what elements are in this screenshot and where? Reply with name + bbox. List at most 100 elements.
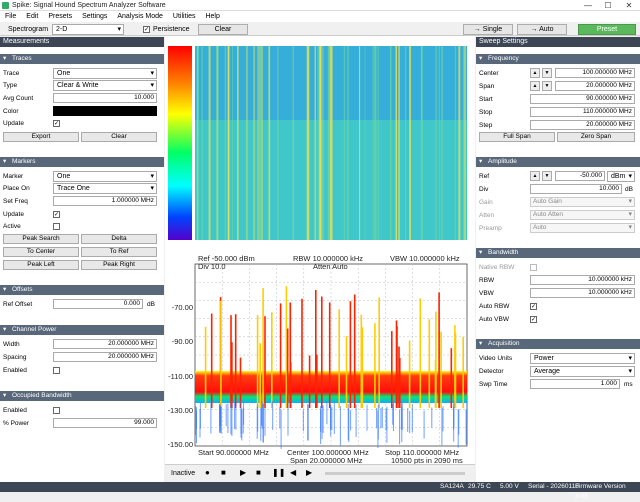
center-down-button[interactable]: ▼ — [542, 68, 552, 78]
center-up-button[interactable]: ▲ — [530, 68, 540, 78]
frequency-header[interactable]: Frequency — [476, 54, 640, 64]
traces-header[interactable]: Traces — [0, 54, 164, 64]
stop-icon[interactable]: ■ — [221, 468, 226, 477]
atten-label-right: Atten — [479, 212, 495, 219]
zero-span-button[interactable]: Zero Span — [557, 132, 635, 142]
menu-utilities[interactable]: Utilities — [172, 13, 196, 20]
div-input[interactable]: 10.000 — [530, 184, 622, 194]
ref-down-button[interactable]: ▼ — [542, 171, 552, 181]
channel-enabled-checkbox[interactable] — [53, 367, 60, 374]
native-rbw-checkbox[interactable] — [530, 264, 537, 271]
markers-header[interactable]: Markers — [0, 157, 164, 167]
ref-offset-input[interactable]: 0.000 — [53, 299, 143, 309]
menu-analysis-mode[interactable]: Analysis Mode — [117, 13, 163, 20]
auto-vbw-checkbox[interactable]: ✓ — [530, 316, 537, 323]
menu-presets[interactable]: Presets — [48, 13, 73, 20]
video-units-select[interactable]: Power — [530, 353, 635, 364]
menu-settings[interactable]: Settings — [82, 13, 108, 20]
preset-button[interactable]: Preset — [578, 24, 636, 35]
ref-up-button[interactable]: ▲ — [530, 171, 540, 181]
step-forward-icon[interactable]: ▶ — [306, 468, 313, 477]
center-input[interactable]: 100.000000 MHz — [555, 68, 635, 78]
y-tick: -70.00 — [171, 303, 193, 312]
clear-persistence-button[interactable]: Clear — [198, 24, 248, 35]
span-up-button[interactable]: ▲ — [530, 81, 540, 91]
marker-select[interactable]: One — [53, 171, 157, 182]
to-ref-button[interactable]: To Ref — [81, 247, 157, 257]
width-input[interactable]: 20.000000 MHz — [53, 339, 157, 349]
ref-unit-select[interactable]: dBm — [607, 171, 635, 182]
channel-power-header[interactable]: Channel Power — [0, 325, 164, 335]
export-button[interactable]: Export — [3, 132, 79, 142]
set-freq-label: Set Freq — [3, 198, 28, 205]
status-bar: SA124A 29.75 C 5.00 V Serial - 20260118 … — [0, 482, 640, 500]
peak-right-button[interactable]: Peak Right — [81, 260, 157, 270]
step-input[interactable]: 20.000000 MHz — [530, 120, 635, 130]
spectrum-trace[interactable] — [195, 286, 468, 449]
obw-enabled-checkbox[interactable] — [53, 407, 60, 414]
auto-vbw-label: Auto VBW — [479, 316, 509, 323]
minimize-button[interactable]: — — [584, 1, 592, 10]
bandwidth-header[interactable]: Bandwidth — [476, 248, 640, 258]
marker-active-checkbox[interactable] — [53, 223, 60, 230]
vbw-input[interactable]: 10.000000 kHz — [530, 288, 635, 298]
offsets-header[interactable]: Offsets — [0, 285, 164, 295]
place-on-select[interactable]: Trace One — [53, 183, 157, 194]
acquisition-header[interactable]: Acquisition — [476, 339, 640, 349]
gain-select[interactable]: Auto Gain — [530, 197, 635, 207]
auto-sweep-button[interactable]: → Auto — [517, 24, 567, 35]
pause-icon[interactable]: ❚❚ — [272, 468, 286, 477]
start-label: Start — [479, 96, 493, 103]
ref-input[interactable]: -50.000 — [555, 171, 605, 181]
peak-left-button[interactable]: Peak Left — [3, 260, 79, 270]
spectrogram[interactable] — [195, 46, 467, 240]
menu-file[interactable]: File — [5, 13, 17, 20]
detector-label: Detector — [479, 368, 504, 375]
peak-search-button[interactable]: Peak Search — [3, 234, 79, 244]
app-icon — [2, 1, 9, 9]
type-select[interactable]: Clear & Write — [53, 80, 157, 91]
span-input[interactable]: 20.000000 MHz — [555, 81, 635, 91]
single-sweep-button[interactable]: → Single — [463, 24, 513, 35]
sweep-time-input[interactable]: 1.000 — [530, 379, 620, 389]
rbw-input[interactable]: 10.000000 kHz — [530, 275, 635, 285]
set-freq-input[interactable]: 1.000000 MHz — [53, 196, 157, 206]
menu-help[interactable]: Help — [205, 13, 220, 20]
playback-slider[interactable] — [325, 472, 465, 475]
stop-input[interactable]: 110.000000 MHz — [530, 107, 635, 117]
percent-power-input[interactable]: 99.000 — [53, 418, 157, 428]
trace-select[interactable]: One — [53, 68, 157, 79]
maximize-button[interactable]: ☐ — [604, 1, 612, 10]
trace-update-checkbox[interactable]: ✓ — [53, 120, 60, 127]
atten-select[interactable]: Auto Atten — [530, 210, 635, 220]
y-tick: -90.00 — [171, 337, 193, 346]
auto-rbw-checkbox[interactable]: ✓ — [530, 303, 537, 310]
preamp-select[interactable]: Auto — [530, 223, 635, 233]
menu-edit[interactable]: Edit — [26, 13, 39, 20]
detector-select[interactable]: Average — [530, 366, 635, 377]
step-back-icon[interactable]: ◀ — [290, 468, 297, 477]
trace-color-swatch[interactable] — [53, 106, 157, 116]
device-temp: 29.75 C — [468, 483, 491, 490]
amplitude-header[interactable]: Amplitude — [476, 157, 640, 167]
start-input[interactable]: 90.000000 MHz — [530, 94, 635, 104]
center-freq-label: Center 100.000000 MHz — [287, 448, 369, 457]
trace-clear-button[interactable]: Clear — [81, 132, 157, 142]
avg-count-input[interactable]: 10.000 — [53, 93, 157, 103]
close-button[interactable]: ✕ — [625, 1, 633, 10]
spacing-input[interactable]: 20.000000 MHz — [53, 352, 157, 362]
marker-update-checkbox[interactable]: ✓ — [53, 211, 60, 218]
marker-label: Marker — [3, 173, 24, 180]
to-center-button[interactable]: To Center — [3, 247, 79, 257]
delta-button[interactable]: Delta — [81, 234, 157, 244]
device-model: SA124A — [440, 483, 464, 490]
play-icon[interactable]: ▶ — [240, 468, 247, 477]
full-span-button[interactable]: Full Span — [479, 132, 555, 142]
span-down-button[interactable]: ▼ — [542, 81, 552, 91]
record-icon[interactable]: ● — [205, 468, 210, 477]
marker-update-label: Update — [3, 211, 24, 218]
stop-playback-icon[interactable]: ■ — [256, 468, 261, 477]
occupied-bandwidth-header[interactable]: Occupied Bandwidth — [0, 391, 164, 401]
spectrogram-select[interactable]: 2-D — [52, 24, 124, 35]
persistence-checkbox[interactable]: ✓ — [143, 26, 150, 33]
